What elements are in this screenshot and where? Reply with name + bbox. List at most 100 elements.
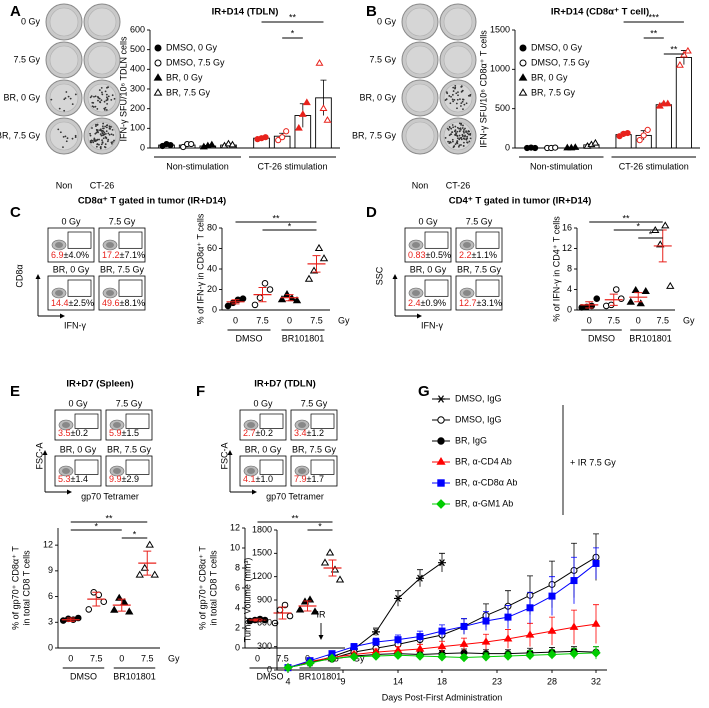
y-axis-label: IFN-γ SFU/10⁶ CD8α⁺ T cells: [478, 30, 488, 148]
significance: **: [289, 12, 297, 22]
flow-sd: ±0.2: [256, 428, 273, 438]
spot: [455, 102, 458, 105]
x-tick-label: 7.5: [607, 315, 620, 325]
legend-label: BR, α-CD4 Ab: [455, 456, 512, 466]
spot: [462, 130, 465, 133]
spot: [111, 142, 113, 145]
spot: [95, 123, 97, 126]
spot: [447, 140, 449, 143]
significance: *: [318, 521, 322, 531]
x-tick-label: 7.5: [141, 653, 154, 663]
spot: [448, 126, 451, 128]
marker: [675, 61, 684, 68]
spot: [462, 124, 464, 127]
marker: [437, 437, 445, 445]
flow-y-label: FSC-A: [34, 443, 44, 470]
spot: [104, 132, 107, 135]
well-inner: [49, 83, 79, 113]
arrow-head: [60, 313, 65, 319]
spot: [110, 126, 112, 128]
flow-percent: 0.83±0.5%: [408, 250, 451, 260]
significance: **: [291, 513, 299, 523]
marker: [323, 116, 332, 123]
spot: [96, 108, 99, 110]
spot: [105, 126, 108, 129]
error-bar: [253, 618, 262, 622]
arrow-head: [42, 450, 48, 455]
spot: [104, 143, 107, 146]
marker: [437, 652, 447, 662]
marker: [518, 88, 528, 96]
marker: [436, 499, 446, 509]
spot: [108, 133, 111, 136]
spot: [467, 130, 470, 132]
error-bar: [585, 301, 594, 309]
flow-value: 17.2: [102, 250, 120, 260]
marker: [641, 286, 650, 295]
flow-label: 7.5 Gy: [109, 216, 136, 226]
well-column-label: CT-26: [446, 180, 471, 190]
y-tick-label: 1800: [252, 524, 272, 534]
marker: [310, 607, 320, 615]
group-label: CT-26 stimulation: [619, 161, 689, 171]
flow-label: 7.5 Gy: [116, 398, 143, 408]
spot: [463, 103, 466, 106]
spot: [461, 100, 464, 103]
panel-label: A: [10, 3, 21, 20]
flow-x-label: IFN-γ: [421, 320, 443, 330]
flow-contour: [55, 242, 63, 248]
significance: ***: [648, 12, 659, 22]
spot: [463, 141, 465, 144]
spot: [102, 122, 105, 125]
spot: [462, 145, 465, 147]
marker: [154, 44, 162, 52]
flow-label: 0 Gy: [68, 398, 88, 408]
marker: [394, 636, 402, 644]
spot: [462, 98, 465, 101]
spot: [103, 145, 106, 148]
spot: [59, 131, 62, 134]
spot: [451, 98, 454, 101]
marker: [437, 641, 447, 650]
arrow-head: [392, 274, 398, 279]
marker: [525, 650, 535, 660]
marker: [666, 281, 675, 289]
error-bar: [231, 299, 240, 305]
spot: [446, 127, 449, 130]
spot: [469, 133, 472, 136]
group-label: BR101801: [299, 671, 342, 681]
marker: [481, 652, 491, 662]
flow-contour: [62, 422, 70, 428]
legend-label: BR, 0 Gy: [531, 72, 568, 82]
spot: [461, 127, 464, 129]
significance: *: [291, 28, 295, 38]
flow-gate: [125, 413, 150, 429]
spot: [103, 131, 106, 134]
marker: [207, 140, 216, 148]
x-tick-label: 0: [233, 315, 238, 325]
marker: [319, 254, 329, 262]
flow-label: 0 Gy: [418, 216, 438, 226]
y-tick-label: 500: [130, 44, 145, 54]
spot: [95, 131, 98, 134]
x-tick-label: 18: [437, 676, 447, 686]
flow-value: 7.9: [294, 474, 307, 484]
flow-gate: [259, 459, 284, 475]
spot: [100, 143, 103, 146]
flow-title: CD4⁺ T gated in tumor (IR+D14): [449, 196, 592, 207]
flow-value: 14.4: [51, 298, 69, 308]
spot: [460, 138, 463, 141]
spot: [451, 140, 454, 143]
marker: [631, 285, 640, 293]
marker: [304, 274, 314, 282]
flow-contour: [412, 242, 420, 248]
marker: [224, 302, 232, 310]
marker: [262, 134, 269, 141]
spot: [99, 101, 102, 104]
spot: [446, 92, 449, 95]
spot: [456, 135, 459, 137]
flow-percent: 14.4±2.5%: [51, 298, 94, 308]
arrow-head: [252, 489, 257, 495]
flow-sd: ±3.1%: [477, 298, 502, 308]
marker: [256, 294, 264, 302]
